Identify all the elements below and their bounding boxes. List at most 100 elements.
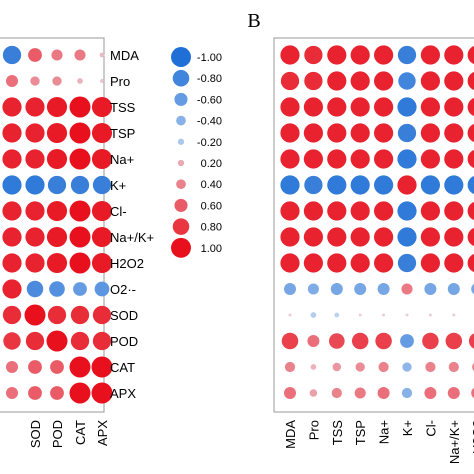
panel-a-column-labels: SOD POD CAT APX	[28, 420, 110, 448]
panel-a-row-label: CAT	[110, 360, 135, 375]
panel-b-dot	[467, 227, 474, 247]
panel-a-row-label: Pro	[110, 74, 130, 89]
legend-label: -0.40	[197, 116, 222, 128]
panel-a-dot	[50, 360, 64, 374]
panel-b-dot	[374, 175, 394, 195]
panel-a-dot	[3, 332, 21, 350]
panel-b-dot	[350, 149, 370, 169]
panel-b-dot	[331, 387, 342, 399]
panel-b-col-label: Pro	[306, 420, 321, 440]
panel-a-dot	[26, 280, 44, 298]
panel-b-dot	[401, 387, 413, 399]
panel-b-dot	[280, 97, 300, 117]
panel-a-dot	[2, 45, 22, 65]
panel-a-dot	[46, 226, 68, 248]
panel-b-dot	[445, 332, 463, 350]
panel-b-dot	[330, 283, 343, 295]
panel-a-dot	[46, 200, 68, 222]
panel-b-dot	[467, 253, 474, 273]
panel-a-row-label: K+	[110, 178, 126, 193]
legend-swatch	[171, 237, 191, 258]
panel-a-dot	[91, 148, 113, 170]
panel-a-dot	[91, 96, 113, 118]
panel-b-dot	[354, 387, 366, 399]
panel-a-dot	[25, 149, 45, 169]
panel-b-dot	[280, 71, 300, 91]
panel-a-dot	[28, 386, 42, 400]
panel-b-dot	[329, 333, 345, 349]
panel-a-dot	[25, 97, 45, 117]
panel-b-dot	[327, 201, 347, 221]
panel-a-col-label: POD	[50, 420, 65, 448]
panel-b-dot	[377, 283, 390, 295]
panel-b-dot	[303, 227, 323, 247]
panel-b-dot	[358, 313, 362, 317]
panel-a-dot	[2, 175, 22, 195]
panel-a-dot	[100, 79, 104, 83]
panel-b-dot	[471, 283, 474, 295]
panel-b-dot	[375, 332, 392, 350]
panel-b-dot	[420, 45, 440, 65]
panel-a-dot	[91, 200, 113, 222]
legend-label: 1.00	[201, 243, 222, 255]
panel-a-dot	[2, 279, 22, 299]
panel-b-dot	[377, 387, 390, 399]
panel-b-dot	[303, 123, 323, 143]
panel-b-dot	[444, 253, 464, 273]
panel-a-dot	[49, 281, 65, 297]
panel-b-dot	[397, 149, 417, 169]
panel-b-dot	[468, 333, 474, 349]
panel-b-dot	[467, 175, 474, 195]
panel-b-dot	[280, 201, 300, 221]
legend-swatch	[176, 179, 186, 190]
panel-b-dot	[444, 45, 464, 65]
panel-b-dot	[405, 313, 409, 317]
panel-b-dot	[284, 283, 296, 295]
panel-b-column-labels: MDA Pro TSS TSP Na+ K+ Cl- Na+/K+ H2O2	[283, 420, 474, 464]
panel-a-dot	[92, 305, 112, 325]
panel-a-dot	[92, 175, 112, 195]
panel-b-dot	[280, 149, 300, 169]
panel-a-dot	[69, 226, 91, 248]
panel-b-dot	[303, 149, 323, 169]
panel-b-dot	[327, 149, 347, 169]
panel-a-row-label: POD	[110, 334, 138, 349]
legend-label: -0.80	[197, 73, 222, 85]
panel-b-dot	[350, 175, 370, 195]
panel-b-dot	[444, 97, 464, 117]
panel-a-dot	[2, 201, 22, 221]
panel-b-dot	[447, 387, 460, 399]
panel-b-dot	[303, 201, 323, 221]
panel-b: B MDA Pro TSS TSP Na+ K+ Cl- Na+/K+ H2O2	[247, 10, 474, 464]
panel-a-dot	[6, 75, 18, 87]
panel-a-row-label: TSP	[110, 126, 135, 141]
panel-b-dot	[400, 334, 414, 348]
panel-a-dot	[94, 281, 110, 297]
panel-b-dot	[350, 71, 370, 91]
panel-a-row-label: Cl-	[110, 204, 127, 219]
panel-a-dot	[91, 122, 113, 144]
legend-label: -0.20	[197, 137, 222, 149]
legend-label: 0.20	[201, 158, 222, 170]
panel-b-dot	[420, 201, 440, 221]
panel-a-dot	[51, 49, 63, 61]
panel-b-dot	[350, 45, 370, 65]
panel-b-dot	[378, 361, 389, 373]
legend-label: 0.60	[201, 200, 222, 212]
panel-a-dot	[69, 200, 91, 222]
panel-a-dot	[2, 123, 22, 143]
panel-b-dot	[471, 387, 474, 399]
panel-a-dot	[47, 175, 67, 195]
legend: -1.00 -0.80 -0.60 -0.40 -0.20 0.20 0.40 0.60 0.8…	[171, 47, 222, 258]
panel-b-dot	[444, 123, 464, 143]
panel-a-dot	[69, 356, 91, 378]
panel-a-row-label: TSS	[110, 100, 136, 115]
panel-b-dot	[310, 364, 317, 370]
panel-a-dot	[91, 382, 113, 404]
panel-a-dot	[6, 361, 18, 373]
panel-a-dot	[30, 76, 40, 86]
panel-b-dot	[397, 253, 417, 273]
panel-b-dot	[307, 335, 320, 347]
panel-b-dot	[447, 283, 460, 295]
